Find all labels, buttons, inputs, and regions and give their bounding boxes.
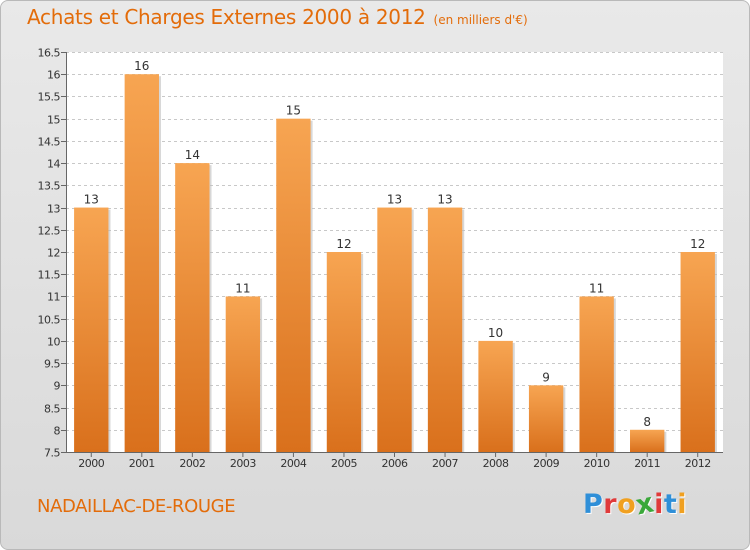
y-tick-label: 10.5	[38, 314, 61, 327]
data-label: 11	[235, 281, 250, 295]
chart-subtitle: (en milliers d'€)	[433, 13, 528, 27]
data-label: 10	[488, 326, 503, 340]
y-tick-label: 13.5	[38, 180, 61, 193]
x-tick-label: 2004	[280, 457, 306, 470]
y-tick-label: 15	[47, 114, 60, 127]
logo-letter: r	[603, 489, 618, 520]
y-tick-label: 13	[47, 203, 60, 216]
labels: 7.5 8 8.5 9 9.5 10 10.5 11 11.5 12 12.5 13 13.5 14 14.…	[38, 47, 712, 471]
commune-name: NADAILLAC-DE-ROUGE	[37, 496, 236, 517]
bar	[326, 252, 362, 452]
logo-letter: P	[583, 489, 604, 520]
bar	[377, 207, 412, 452]
y-tick-label: 7.5	[44, 447, 60, 460]
bar	[579, 296, 614, 452]
data-label: 13	[387, 193, 402, 207]
y-tick-label: 8.5	[44, 403, 60, 416]
x-tick-label: 2001	[129, 457, 155, 470]
bar	[528, 385, 564, 452]
data-label: 14	[185, 148, 200, 162]
y-tick-label: 9	[54, 380, 61, 393]
y-tick-label: 12	[47, 247, 60, 260]
bar	[276, 118, 311, 453]
data-label: 9	[542, 370, 550, 384]
y-tick-label: 16	[47, 69, 60, 82]
y-tick-label: 15.5	[38, 91, 61, 104]
y-tick-label: 14.5	[38, 136, 61, 149]
proxiti-logo[interactable]: Proxiti	[583, 487, 688, 521]
y-tick-label: 14	[47, 158, 60, 171]
x-tick-label: 2012	[685, 457, 711, 470]
logo-letter: i	[677, 489, 688, 520]
chart-title-text: Achats et Charges Externes 2000 à 2012	[27, 5, 426, 29]
data-label: 13	[437, 193, 452, 207]
x-tick-label: 2008	[483, 457, 509, 470]
data-label: 13	[84, 193, 99, 207]
x-tick-label: 2006	[382, 457, 408, 470]
y-tick-label: 11.5	[38, 269, 61, 282]
data-label: 8	[643, 415, 651, 429]
data-label: 12	[690, 237, 705, 251]
bars	[74, 74, 717, 453]
y-tick-label: 16.5	[38, 47, 61, 60]
bar	[630, 429, 665, 452]
bar	[225, 296, 261, 452]
bar	[175, 163, 210, 452]
x-tick-label: 2009	[533, 457, 559, 470]
axes	[61, 52, 723, 457]
bar	[74, 207, 109, 452]
x-tick-label: 2007	[432, 457, 458, 470]
bar	[680, 252, 715, 452]
y-tick-label: 11	[47, 291, 60, 304]
data-label: 15	[286, 104, 301, 118]
x-tick-label: 2011	[634, 457, 660, 470]
x-tick-label: 2002	[179, 457, 205, 470]
data-label: 16	[134, 59, 149, 73]
y-tick-label: 9.5	[44, 358, 60, 371]
data-label: 12	[336, 237, 351, 251]
chart-title: Achats et Charges Externes 2000 à 2012 (e…	[27, 5, 528, 29]
logo-letter: i	[654, 489, 664, 520]
x-tick-label: 2010	[584, 457, 610, 470]
data-label: 11	[589, 281, 604, 295]
logo-letter: o	[617, 489, 637, 520]
x-tick-label: 2000	[78, 457, 104, 470]
y-tick-label: 10	[47, 336, 60, 349]
y-tick-label: 8	[54, 425, 61, 438]
bar	[124, 74, 159, 452]
bar	[478, 340, 513, 452]
logo-letter: t	[663, 489, 678, 520]
y-tick-label: 12.5	[38, 225, 61, 238]
x-tick-label: 2005	[331, 457, 357, 470]
bar	[427, 207, 463, 452]
x-tick-label: 2003	[230, 457, 256, 470]
